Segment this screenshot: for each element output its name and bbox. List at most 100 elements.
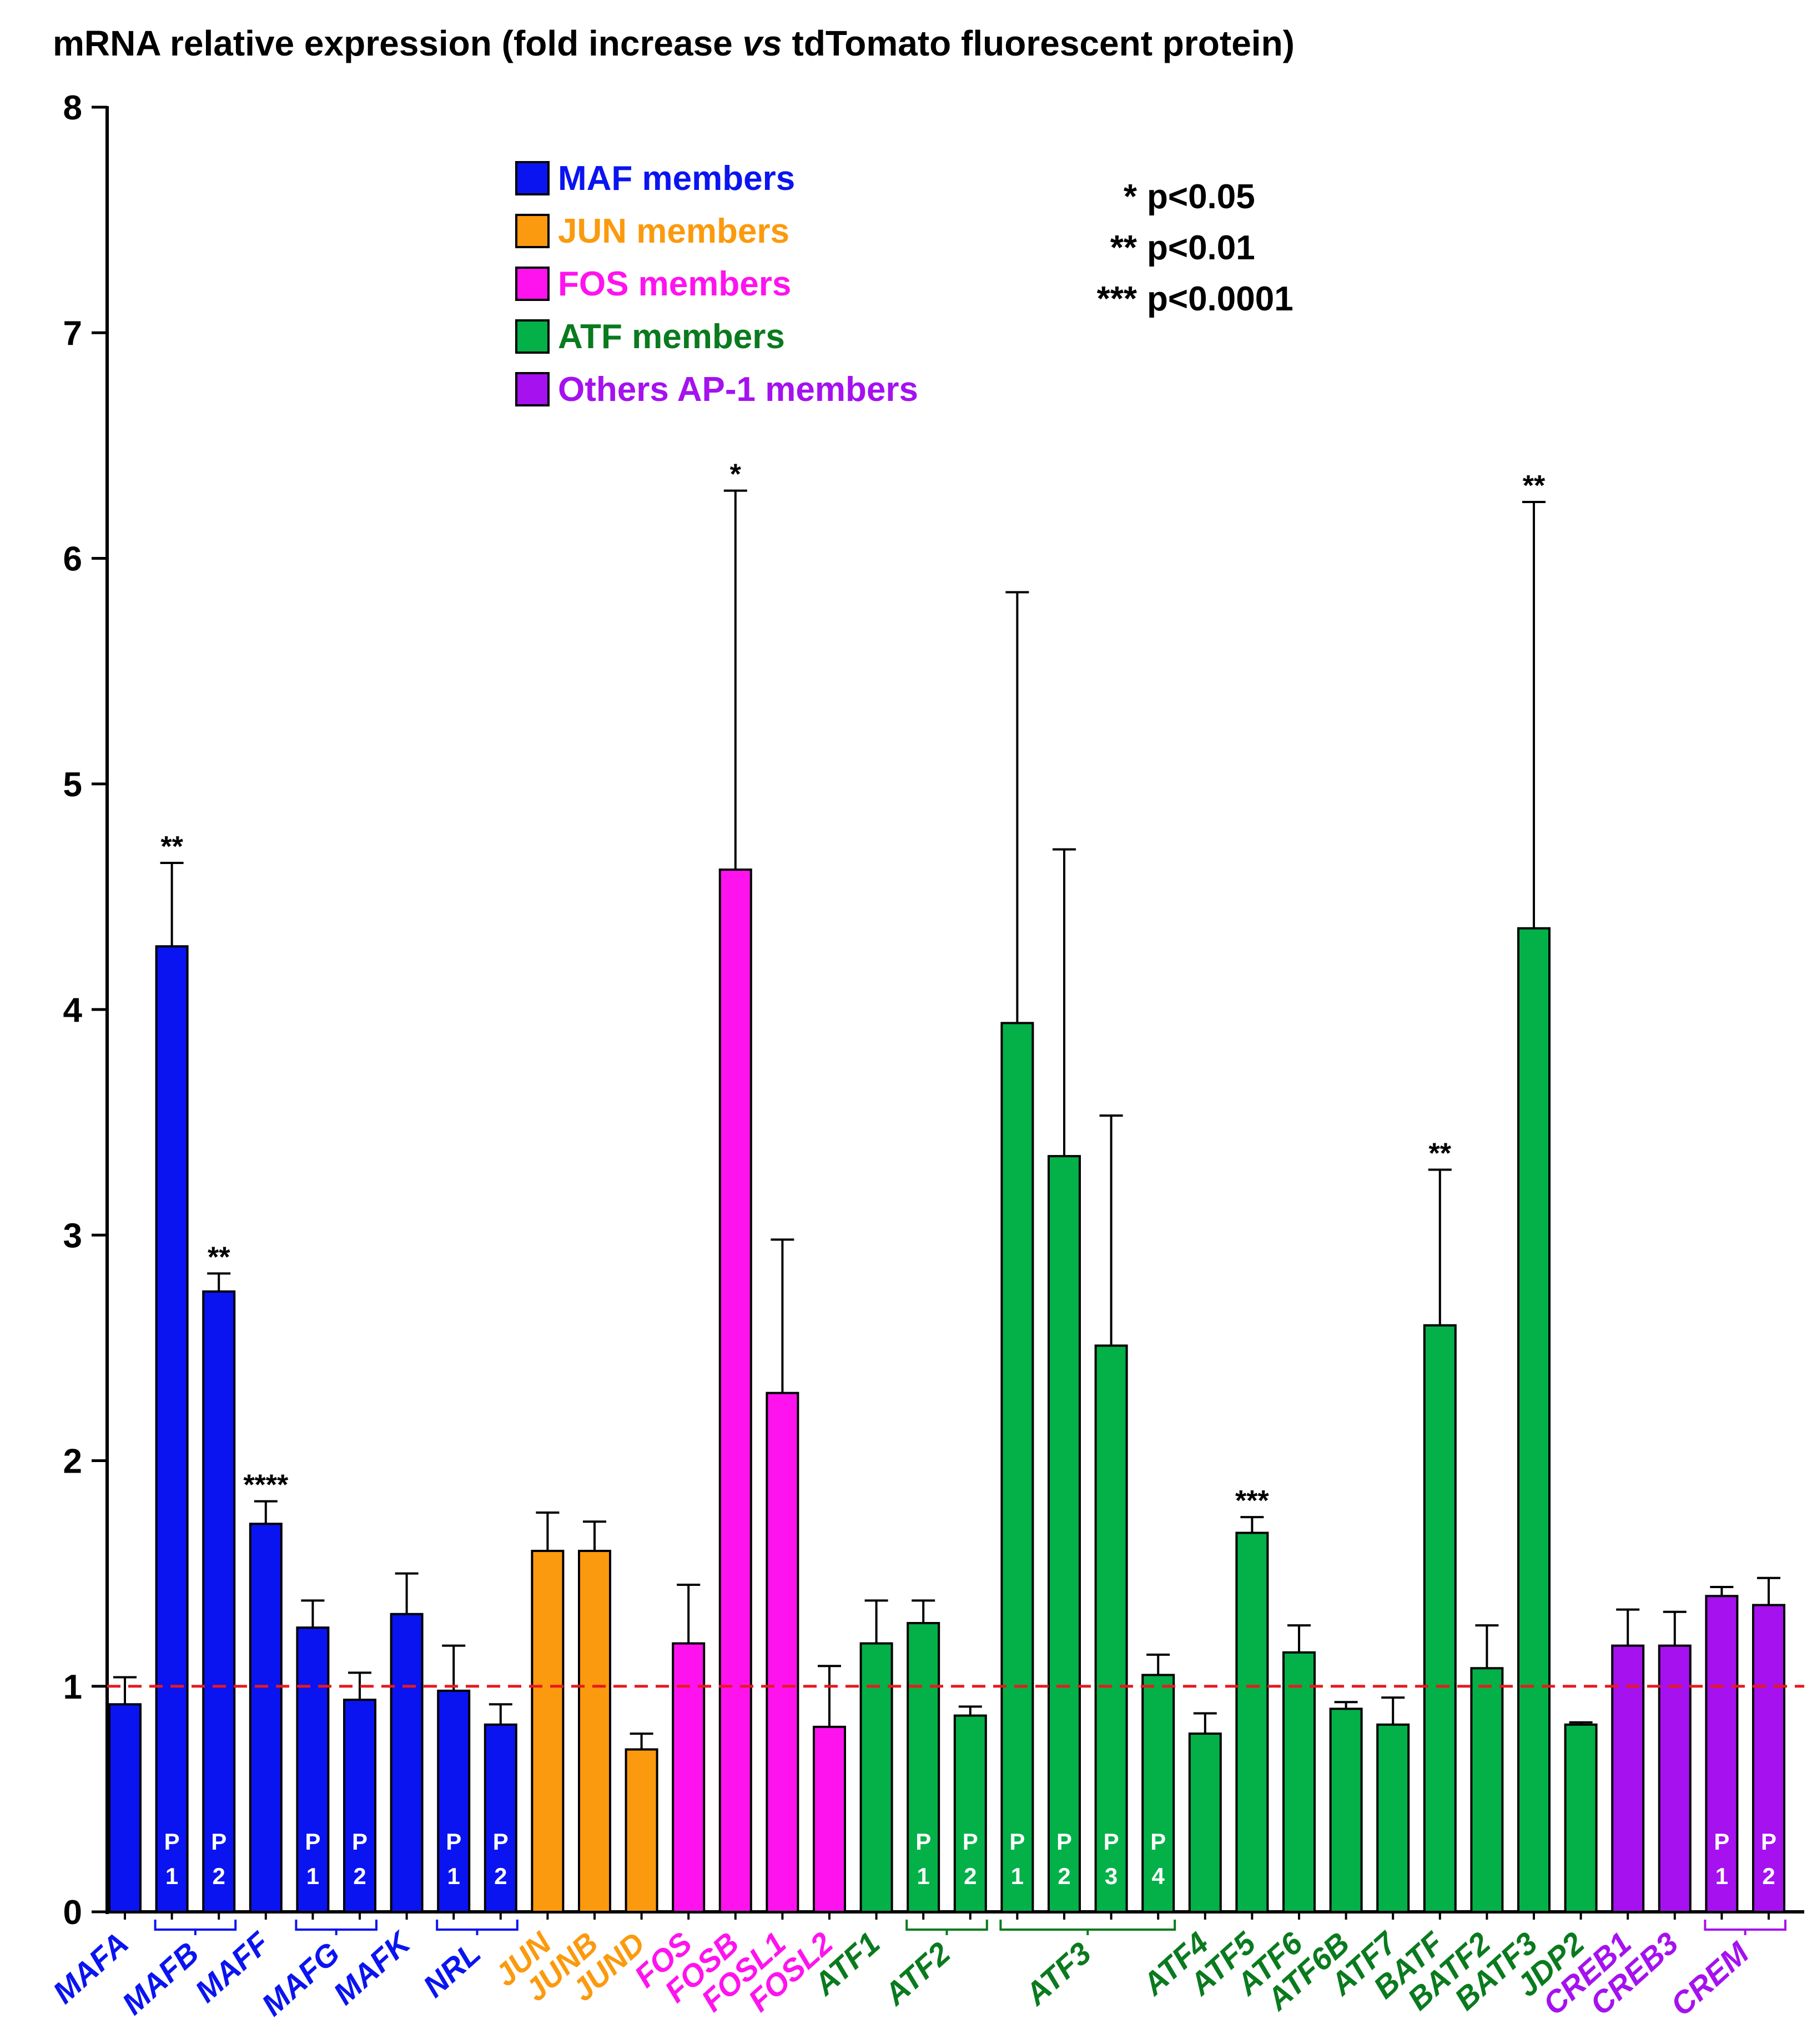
bar-atf1 (859, 1642, 893, 1913)
significance-key-threshold: p<0.0001 (1147, 280, 1293, 318)
probe-label-line: P (211, 1829, 227, 1855)
y-tick-label: 2 (63, 1443, 82, 1481)
bar-mafa (108, 1703, 142, 1913)
bar-creb3 (1658, 1644, 1692, 1913)
legend-swatch-fos (515, 267, 550, 301)
significance-label: ** (1429, 1137, 1452, 1169)
probe-label-line: P (164, 1829, 180, 1855)
probe-group-bracket (905, 1920, 988, 1931)
bar-mafb (155, 945, 189, 1913)
x-label-atf2: ATF2 (877, 1935, 957, 2012)
bar-maff (249, 1523, 283, 1913)
probe-label-line: 3 (1105, 1863, 1118, 1889)
probe-label-line: P (1104, 1829, 1119, 1855)
bar-jdp2 (1564, 1723, 1598, 1913)
legend-swatch-maf (515, 161, 550, 195)
bar-mafg (296, 1626, 330, 1913)
legend-label-maf: MAF members (558, 159, 795, 198)
bar-atf6b (1329, 1707, 1363, 1913)
probe-label-line: 2 (213, 1863, 225, 1889)
significance-key-stars: ** (1110, 229, 1137, 267)
bar-atf5 (1235, 1531, 1269, 1913)
significance-label: ** (160, 831, 183, 863)
significance-key-stars: * (1124, 178, 1137, 216)
probe-label-line: P (493, 1829, 509, 1855)
probe-group-bracket (154, 1920, 237, 1931)
bar-atf6 (1282, 1651, 1316, 1913)
bar-nrl (484, 1723, 517, 1913)
bar-batf3 (1517, 927, 1551, 1913)
y-tick-label: 5 (63, 766, 82, 804)
y-tick-label: 1 (63, 1668, 82, 1706)
x-label-atf3: ATF3 (1018, 1935, 1098, 2012)
significance-key-threshold: p<0.05 (1147, 178, 1255, 216)
legend-swatch-atf (515, 319, 550, 354)
significance-label: * (730, 459, 742, 491)
y-tick-label: 8 (63, 89, 82, 127)
probe-label-line: P (915, 1829, 931, 1855)
probe-label-line: 2 (353, 1863, 366, 1889)
bar-atf7 (1376, 1723, 1410, 1913)
bar-crem (1752, 1604, 1785, 1913)
probe-label-line: 1 (917, 1863, 930, 1889)
probe-label-line: 2 (1762, 1863, 1775, 1889)
bar-fosb (718, 868, 752, 1913)
probe-label-line: P (305, 1829, 320, 1855)
bar-batf2 (1470, 1667, 1504, 1913)
probe-label-line: 2 (1058, 1863, 1070, 1889)
significance-label: **** (243, 1469, 289, 1501)
probe-group-bracket (999, 1920, 1176, 1931)
y-tick-label: 0 (63, 1894, 82, 1932)
significance-key: * p<0.05 ** p<0.01 *** p<0.0001 (1097, 178, 1293, 318)
x-label-mafk: MAFK (326, 1924, 418, 2011)
legend-label-others: Others AP-1 members (558, 370, 918, 409)
legend-swatch-jun (515, 214, 550, 248)
y-tick-label: 4 (63, 991, 83, 1029)
bar-atf3 (1094, 1344, 1128, 1913)
probe-label-line: P (1714, 1829, 1729, 1855)
bar-atf3 (1048, 1155, 1081, 1913)
y-tick-label: 3 (63, 1217, 82, 1255)
bar-fosl1 (766, 1392, 799, 1913)
significance-label: ** (208, 1241, 230, 1273)
significance-key-stars: *** (1097, 280, 1137, 318)
probe-label-line: 1 (306, 1863, 319, 1889)
y-tick-label: 6 (63, 540, 82, 579)
bar-mafk (390, 1613, 424, 1913)
probe-label-line: 2 (964, 1863, 977, 1889)
probe-group-bracket (436, 1920, 519, 1931)
legend-label-jun: JUN members (558, 212, 789, 250)
bar-batf (1423, 1324, 1457, 1913)
chart-title-italic: vs (743, 23, 782, 63)
bar-jund (625, 1748, 658, 1913)
bar-fosl2 (813, 1725, 846, 1913)
bar-mafb (202, 1290, 236, 1913)
probe-label-line: P (963, 1829, 978, 1855)
probe-group-bracket (295, 1920, 378, 1931)
legend-label-fos: FOS members (558, 265, 791, 303)
probe-label-line: 4 (1152, 1863, 1165, 1889)
bar-atf4 (1188, 1732, 1222, 1913)
bar-junb (578, 1550, 611, 1913)
bar-atf2 (953, 1714, 987, 1913)
probe-label-line: P (446, 1829, 461, 1855)
probe-label-line: P (1009, 1829, 1025, 1855)
bar-jun (531, 1550, 565, 1913)
probe-label-line: 1 (165, 1863, 178, 1889)
probe-label-line: P (352, 1829, 368, 1855)
y-tick-label: 7 (63, 314, 82, 353)
probe-label-line: P (1150, 1829, 1166, 1855)
